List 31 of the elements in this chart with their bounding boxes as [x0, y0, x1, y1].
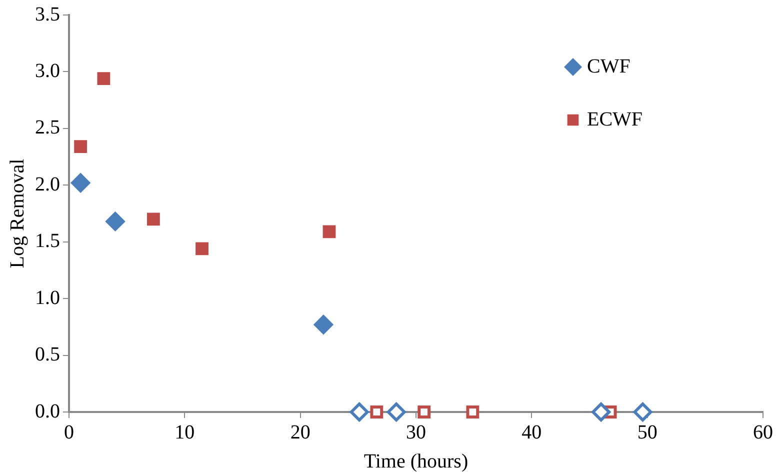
point [196, 242, 208, 256]
point [97, 72, 110, 85]
point [386, 402, 406, 422]
point [71, 173, 90, 192]
point [146, 212, 160, 226]
legend-label: ECWF [587, 108, 643, 130]
y-tick-label: 0.5 [35, 344, 60, 366]
x-tick-label: 0 [64, 421, 74, 444]
legend-label: CWF [587, 55, 630, 78]
point [592, 402, 611, 422]
y-tick-label: 1.0 [35, 286, 60, 309]
y-axis-title: Log Removal [6, 158, 28, 268]
y-tick-label: 2.5 [35, 116, 60, 139]
point [314, 315, 333, 334]
point [74, 140, 88, 154]
y-tick-label: 3.0 [35, 60, 60, 82]
x-tick-label: 30 [406, 421, 426, 444]
x-tick-label: 20 [290, 421, 310, 444]
point [633, 402, 652, 422]
point [350, 402, 369, 422]
point [322, 225, 336, 238]
y-tick-label: 1.5 [35, 230, 60, 252]
x-tick-label: 60 [753, 421, 773, 444]
x-axis-title: Time (hours) [364, 450, 468, 472]
point [106, 212, 125, 231]
x-tick-label: 50 [637, 421, 658, 444]
x-tick-label: 40 [522, 421, 542, 444]
x-tick-label: 10 [174, 421, 195, 444]
y-tick-label: 0.0 [35, 400, 60, 422]
y-tick-label: 2.0 [35, 173, 60, 196]
y-tick-label: 3.5 [35, 3, 60, 26]
